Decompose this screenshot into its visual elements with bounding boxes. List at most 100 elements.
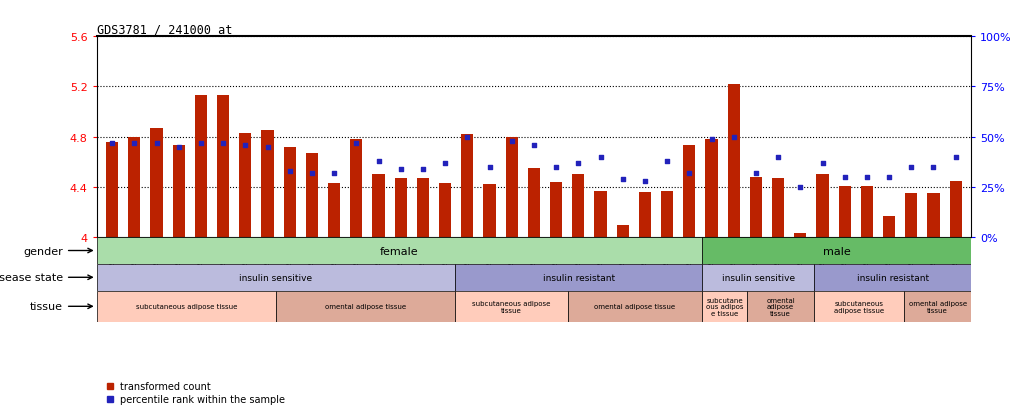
- Bar: [372, 175, 384, 237]
- Point: [725, 134, 741, 141]
- Point: [815, 160, 831, 167]
- Text: female: female: [380, 246, 419, 256]
- Point: [881, 174, 897, 181]
- Bar: [860, 186, 873, 237]
- Bar: [616, 225, 629, 237]
- Bar: [904, 291, 971, 322]
- Point: [925, 164, 942, 171]
- Point: [282, 168, 298, 175]
- Point: [237, 142, 253, 149]
- Point: [614, 176, 631, 183]
- Text: subcutane
ous adipos
e tissue: subcutane ous adipos e tissue: [706, 297, 743, 316]
- Text: GDS3781 / 241000_at: GDS3781 / 241000_at: [97, 23, 232, 36]
- Bar: [706, 140, 718, 237]
- Bar: [456, 291, 567, 322]
- Bar: [702, 264, 815, 291]
- Bar: [661, 191, 673, 237]
- Text: tissue: tissue: [29, 301, 93, 311]
- Bar: [284, 147, 296, 237]
- Bar: [173, 146, 185, 237]
- Bar: [772, 179, 784, 237]
- Point: [126, 140, 142, 147]
- Bar: [328, 184, 341, 237]
- Point: [837, 174, 853, 181]
- Bar: [550, 183, 562, 237]
- Point: [370, 158, 386, 165]
- Point: [858, 174, 875, 181]
- Bar: [528, 169, 540, 237]
- Bar: [750, 178, 762, 237]
- Point: [326, 170, 343, 177]
- Point: [592, 154, 608, 161]
- Point: [104, 140, 120, 147]
- Point: [526, 142, 542, 149]
- Bar: [217, 96, 229, 237]
- Text: insulin sensitive: insulin sensitive: [722, 273, 794, 282]
- Bar: [439, 184, 452, 237]
- Bar: [950, 181, 962, 237]
- Text: male: male: [823, 246, 850, 256]
- Point: [215, 140, 231, 147]
- Bar: [97, 291, 276, 322]
- Bar: [727, 85, 739, 237]
- Text: gender: gender: [23, 246, 93, 256]
- Bar: [276, 291, 456, 322]
- Bar: [456, 264, 702, 291]
- Text: omental adipose
tissue: omental adipose tissue: [908, 300, 966, 313]
- Bar: [905, 194, 917, 237]
- Point: [304, 170, 320, 177]
- Point: [481, 164, 497, 171]
- Bar: [639, 192, 651, 237]
- Bar: [195, 96, 207, 237]
- Point: [571, 160, 587, 167]
- Point: [792, 184, 809, 191]
- Bar: [128, 138, 140, 237]
- Bar: [573, 175, 585, 237]
- Bar: [928, 194, 940, 237]
- Bar: [483, 185, 495, 237]
- Bar: [746, 291, 815, 322]
- Bar: [462, 135, 474, 237]
- Point: [437, 160, 454, 167]
- Point: [770, 154, 786, 161]
- Bar: [239, 133, 251, 237]
- Point: [503, 138, 520, 145]
- Bar: [106, 142, 118, 237]
- Point: [903, 164, 919, 171]
- Point: [415, 166, 431, 173]
- Point: [704, 136, 720, 142]
- Bar: [594, 191, 606, 237]
- Bar: [567, 291, 702, 322]
- Text: disease state: disease state: [0, 273, 93, 282]
- Bar: [97, 264, 456, 291]
- Text: insulin resistant: insulin resistant: [543, 273, 615, 282]
- Text: omental
adipose
tissue: omental adipose tissue: [766, 297, 795, 316]
- Point: [548, 164, 564, 171]
- Bar: [839, 186, 851, 237]
- Bar: [505, 138, 518, 237]
- Bar: [395, 179, 407, 237]
- Bar: [817, 175, 829, 237]
- Point: [659, 158, 675, 165]
- Text: omental adipose tissue: omental adipose tissue: [594, 304, 675, 310]
- Point: [193, 140, 210, 147]
- Bar: [702, 237, 971, 264]
- Point: [948, 154, 964, 161]
- Bar: [261, 131, 274, 237]
- Bar: [815, 291, 904, 322]
- Point: [393, 166, 409, 173]
- Point: [747, 170, 764, 177]
- Point: [171, 144, 187, 151]
- Point: [259, 144, 276, 151]
- Bar: [815, 264, 971, 291]
- Bar: [306, 154, 318, 237]
- Bar: [350, 140, 362, 237]
- Point: [460, 134, 476, 141]
- Text: subcutaneous adipose
tissue: subcutaneous adipose tissue: [472, 300, 550, 313]
- Point: [637, 178, 653, 185]
- Text: subcutaneous
adipose tissue: subcutaneous adipose tissue: [834, 300, 884, 313]
- Legend: transformed count, percentile rank within the sample: transformed count, percentile rank withi…: [102, 377, 289, 408]
- Text: omental adipose tissue: omental adipose tissue: [325, 304, 406, 310]
- Bar: [794, 234, 806, 237]
- Bar: [151, 128, 163, 237]
